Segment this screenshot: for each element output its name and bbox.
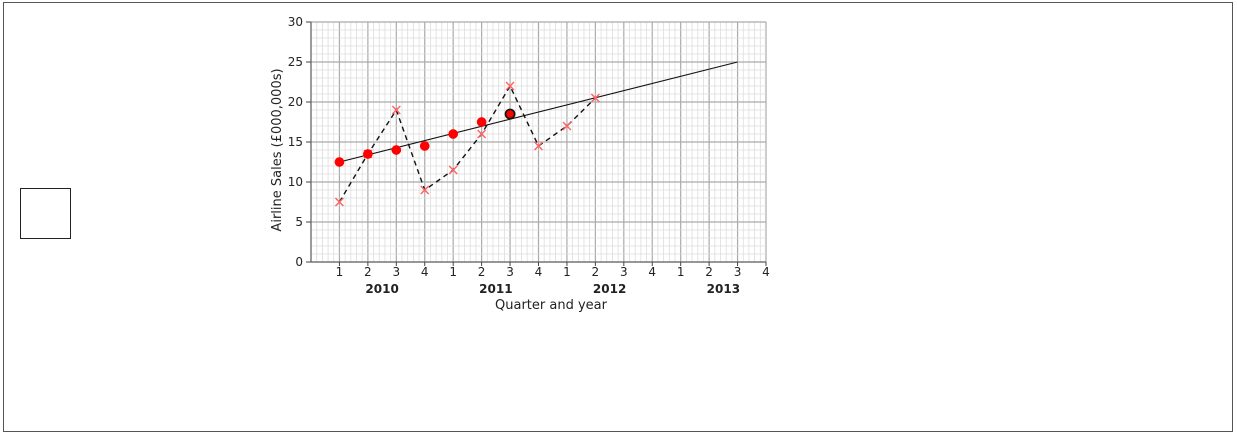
- sales-cross-point: [477, 129, 487, 139]
- sales-cross-point: [448, 165, 458, 175]
- x-tick-label: 1: [677, 265, 685, 279]
- x-tick-label: 4: [648, 265, 656, 279]
- x-tick-label: 3: [620, 265, 628, 279]
- y-tick-label: 20: [288, 95, 303, 109]
- moving-average-point: [363, 149, 373, 159]
- sales-dashed-line: [338, 84, 596, 203]
- chart-grid: [310, 21, 767, 263]
- x-tick-label: 3: [392, 265, 400, 279]
- y-tick-label: 10: [288, 175, 303, 189]
- cross-stroke: [505, 81, 515, 91]
- cross-stroke: [534, 141, 543, 151]
- x-tick-label: 1: [563, 265, 571, 279]
- x-axis-ticks: 1 2 3 4 1 2 3 4 1 2 3 4 1 2 3 4: [336, 262, 770, 279]
- x-tick-label: 1: [449, 265, 457, 279]
- year-label: 2013: [707, 282, 740, 296]
- sales-cross-point: [391, 105, 401, 115]
- cross-stroke: [420, 185, 430, 195]
- y-tick-label: 5: [295, 215, 303, 229]
- year-label: 2011: [479, 282, 512, 296]
- moving-average-point: [391, 145, 402, 155]
- x-tick-label: 4: [762, 265, 770, 279]
- y-tick-label: 0: [295, 255, 303, 269]
- x-tick-label: 4: [421, 265, 429, 279]
- sales-cross-point: [420, 185, 430, 195]
- x-tick-label: 2: [364, 265, 372, 279]
- sales-cross-point: [505, 81, 515, 91]
- y-tick-label: 30: [288, 15, 303, 29]
- x-tick-label: 4: [535, 265, 543, 279]
- y-axis-ticks: 0 5 10 15 20 25 30: [288, 15, 311, 269]
- x-axis-label: Quarter and year: [495, 298, 608, 313]
- y-tick-label: 15: [288, 135, 303, 149]
- moving-average-point: [448, 129, 459, 139]
- x-tick-label: 3: [734, 265, 742, 279]
- year-label: 2012: [593, 282, 626, 296]
- sales-cross-point: [534, 141, 543, 151]
- moving-average-point: [419, 141, 430, 151]
- sales-cross-point: [562, 121, 572, 131]
- sales-cross-point: [334, 197, 344, 207]
- cross-stroke: [334, 197, 344, 207]
- cross-stroke: [562, 121, 572, 131]
- y-tick-label: 25: [288, 55, 303, 69]
- x-tick-label: 2: [705, 265, 713, 279]
- answer-checkbox[interactable]: [20, 188, 71, 239]
- moving-average-point: [504, 108, 516, 120]
- moving-average-point: [334, 157, 345, 167]
- cross-stroke: [391, 105, 401, 115]
- x-tick-label: 2: [478, 265, 486, 279]
- cross-stroke: [477, 129, 487, 139]
- x-tick-label: 1: [336, 265, 344, 279]
- sales-cross-point: [590, 93, 600, 103]
- chart-series: [334, 61, 738, 207]
- cross-stroke: [448, 165, 458, 175]
- moving-average-point: [476, 117, 487, 127]
- x-tick-label: 3: [506, 265, 514, 279]
- cross-stroke: [590, 93, 600, 103]
- year-labels: 2010 2011 2012 2013: [365, 282, 740, 296]
- trend-line: [339, 61, 738, 163]
- x-tick-label: 2: [592, 265, 600, 279]
- year-label: 2010: [365, 282, 398, 296]
- y-axis-label: Airline Sales (£000,000s): [270, 68, 285, 231]
